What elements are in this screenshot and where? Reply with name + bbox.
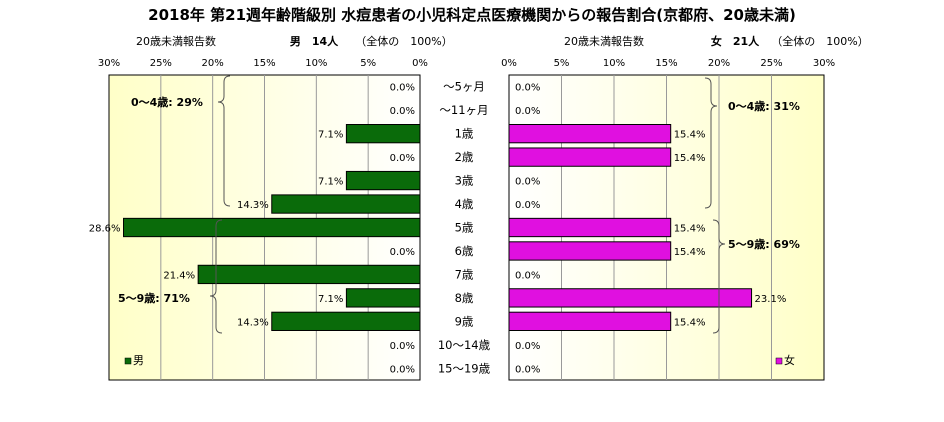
male-bar <box>197 264 421 285</box>
female-x-tick-label: 30% <box>813 58 835 69</box>
female-x-tick-label: 5% <box>554 58 570 69</box>
male-data-label: 21.4% <box>163 270 195 281</box>
male-0-4-label: 0～4歳: 29% <box>131 95 203 109</box>
female-x-tick-label: 15% <box>655 58 677 69</box>
female-data-label: 0.0% <box>515 177 540 188</box>
category-label: 6歳 <box>455 244 474 258</box>
male-0-4-brace <box>217 75 231 207</box>
category-label: 1歳 <box>455 127 474 141</box>
category-label: 4歳 <box>455 197 474 211</box>
category-labels: ～5ヶ月 ～11ヶ月 1歳 2歳 3歳 4歳 5歳 6歳 7歳 8歳 9歳 10～14歳 15～19歳 <box>438 80 491 376</box>
male-x-tick-label: 10% <box>305 58 327 69</box>
male-data-label: 0.0% <box>390 364 415 375</box>
male-data-label: 0.0% <box>390 247 415 258</box>
right-gender-count: 女 21人 <box>711 34 760 48</box>
category-label: 8歳 <box>455 291 474 305</box>
male-data-label: 14.3% <box>237 317 269 328</box>
female-data-label: 0.0% <box>515 83 540 94</box>
female-bar <box>508 147 672 167</box>
female-data-label: 0.0% <box>515 270 540 281</box>
female-data-label: 15.4% <box>674 317 706 328</box>
male-data-label: 7.1% <box>318 130 343 141</box>
category-label: 2歳 <box>455 150 474 164</box>
female-data-label: 0.0% <box>515 341 540 352</box>
female-legend-swatch <box>775 357 783 365</box>
category-label: ～5ヶ月 <box>443 80 485 94</box>
male-x-tick-label: 5% <box>360 58 376 69</box>
category-label: 10～14歳 <box>438 338 491 352</box>
male-x-tick-label: 25% <box>150 58 172 69</box>
female-data-label: 0.0% <box>515 106 540 117</box>
male-x-tick-label: 20% <box>202 58 224 69</box>
left-gender-count: 男 14人 <box>290 34 339 48</box>
female-bar <box>508 311 672 331</box>
category-label: 3歳 <box>455 174 474 188</box>
right-subtitle: 20歳未満報告数 <box>564 35 644 48</box>
female-bar <box>508 217 672 238</box>
male-x-tick-label: 15% <box>253 58 275 69</box>
female-data-label: 0.0% <box>515 200 540 211</box>
male-data-label: 14.3% <box>237 200 269 211</box>
male-5-9-brace <box>209 219 223 334</box>
male-data-label: 28.6% <box>89 224 121 235</box>
male-data-label: 7.1% <box>318 294 343 305</box>
category-label: 9歳 <box>455 314 474 328</box>
male-bar <box>123 217 421 238</box>
female-data-label: 23.1% <box>755 294 787 305</box>
male-data-label: 7.1% <box>318 177 343 188</box>
female-5-9-brace <box>712 219 726 334</box>
axis-ticks: 0% 0% 5% 5% 10% 10% 15% 15% 20% 20% 25% 25% 30% 30% <box>98 58 835 69</box>
male-data-label: 0.0% <box>390 83 415 94</box>
female-x-tick-label: 10% <box>603 58 625 69</box>
female-data-label: 0.0% <box>515 364 540 375</box>
left-total: （全体の 100%） <box>355 34 452 48</box>
male-bar <box>345 170 421 191</box>
category-label: 7歳 <box>455 267 474 281</box>
chart-title: 2018年 第21週年齢階級別 水痘患者の小児科定点医療機関からの報告割合(京都… <box>148 6 796 24</box>
female-x-tick-label: 25% <box>760 58 782 69</box>
male-bar <box>345 288 421 308</box>
female-x-tick-label: 20% <box>708 58 730 69</box>
female-data-label: 15.4% <box>674 247 706 258</box>
category-label: 15～19歳 <box>438 361 491 375</box>
male-legend-swatch <box>124 357 132 365</box>
category-label: 5歳 <box>455 221 474 235</box>
female-legend-label: 女 <box>784 353 795 367</box>
female-0-4-label: 0～4歳: 31% <box>728 99 800 113</box>
male-5-9-label: 5～9歳: 71% <box>118 291 190 305</box>
male-data-label: 0.0% <box>390 341 415 352</box>
male-bar <box>345 124 421 144</box>
female-bar <box>508 241 672 261</box>
female-0-4-brace <box>704 77 718 209</box>
left-subtitle: 20歳未満報告数 <box>136 35 216 48</box>
female-data-label: 15.4% <box>674 130 706 141</box>
male-x-tick-label: 0% <box>412 58 428 69</box>
female-bar <box>508 288 753 308</box>
male-bar <box>271 194 421 214</box>
female-bar <box>508 124 672 144</box>
female-data-label: 15.4% <box>674 153 706 164</box>
category-label: ～11ヶ月 <box>439 103 488 117</box>
female-5-9-label: 5～9歳: 69% <box>728 237 800 251</box>
male-legend-label: 男 <box>133 354 144 367</box>
male-bar <box>271 311 421 331</box>
male-x-tick-label: 30% <box>98 58 120 69</box>
bars <box>123 124 753 331</box>
male-data-label: 0.0% <box>390 106 415 117</box>
female-x-tick-label: 0% <box>501 58 517 69</box>
right-total: （全体の 100%） <box>771 34 868 48</box>
male-data-label: 0.0% <box>390 153 415 164</box>
female-data-label: 15.4% <box>674 224 706 235</box>
data-labels: 0.0% 0.0% 0.0% 0.0% 7.1% 15.4% 0.0% 15.4% 7.1% 0.… <box>89 83 787 376</box>
